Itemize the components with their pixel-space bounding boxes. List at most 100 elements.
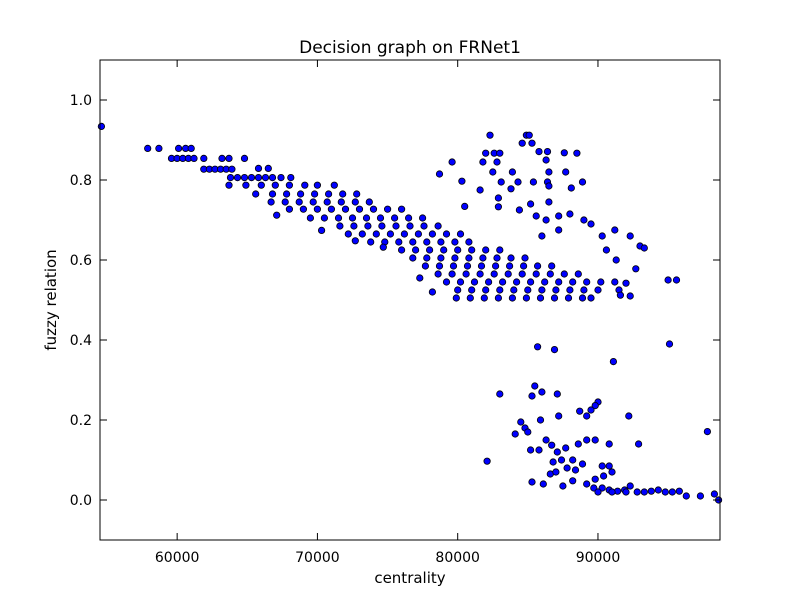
scatter-point [378, 222, 386, 230]
scatter-point [489, 168, 497, 176]
scatter-point [458, 177, 466, 185]
y-axis-ticks: 0.0 0.2 0.4 0.6 0.8 1.0 [70, 93, 720, 509]
scatter-point [538, 286, 546, 294]
scatter-point [531, 382, 539, 390]
scatter-point [317, 226, 326, 234]
scatter-point [392, 222, 400, 230]
scatter-point [425, 246, 434, 254]
scatter-point [562, 444, 570, 452]
scatter-point [404, 214, 413, 222]
scatter-point [476, 270, 484, 278]
scatter-point [640, 244, 648, 252]
scatter-point [350, 222, 358, 230]
scatter-point [454, 246, 462, 254]
scatter-point [545, 168, 553, 176]
scatter-point [591, 475, 599, 483]
scatter-point [341, 205, 350, 213]
scatter-point [528, 139, 536, 147]
scatter-point [144, 144, 152, 152]
scatter-point [175, 144, 183, 152]
scatter-point [609, 357, 618, 366]
scatter-point [543, 148, 552, 156]
scatter-point [710, 490, 719, 498]
scatter-point [483, 457, 491, 465]
scatter-point [339, 190, 347, 198]
scatter-point [675, 487, 683, 495]
scatter-point [507, 254, 515, 262]
scatter-point [324, 190, 333, 198]
scatter-point [505, 262, 514, 270]
scatter-point [497, 178, 505, 186]
scatter-point [423, 254, 431, 262]
scatter-point [555, 412, 563, 420]
scatter-point [309, 198, 317, 206]
scatter-point [580, 216, 588, 224]
scatter-point [524, 428, 532, 436]
scatter-point [466, 294, 474, 302]
scatter-point [605, 462, 613, 470]
scatter-point [542, 156, 550, 164]
scatter-point [323, 198, 331, 206]
scatter-point [435, 262, 444, 270]
scatter-point [482, 149, 490, 157]
scatter-point [434, 222, 442, 230]
scatter-point [550, 294, 559, 302]
scatter-point [468, 286, 476, 294]
scatter-point [611, 226, 619, 234]
scatter-point [541, 278, 549, 286]
x-tick-label: 90000 [576, 550, 621, 566]
scatter-point [703, 427, 712, 436]
scatter-point [546, 270, 554, 278]
scatter-point [247, 174, 256, 182]
scatter-point [226, 174, 235, 182]
scatter-point [573, 149, 581, 157]
scatter-point [498, 278, 507, 286]
scatter-point [351, 237, 359, 245]
scatter-point [409, 238, 417, 246]
scatter-point [187, 144, 195, 152]
scatter-point [555, 226, 563, 234]
scatter-point [557, 456, 566, 464]
scatter-point [654, 486, 662, 494]
scatter-point [327, 205, 335, 213]
scatter-point [463, 262, 472, 270]
scatter-point [484, 278, 493, 286]
scatter-point [449, 262, 458, 270]
scatter-point [682, 492, 690, 500]
scatter-point [528, 392, 536, 400]
scatter-point [494, 194, 502, 202]
scatter-point [240, 174, 249, 182]
scatter-point [562, 168, 570, 176]
scatter-point [521, 254, 529, 262]
scatter-point [647, 487, 655, 495]
scatter-point [264, 164, 272, 172]
scatter-point [281, 198, 289, 206]
scatter-point [351, 198, 359, 206]
scatter-point [397, 205, 406, 213]
scatter-point [369, 205, 378, 213]
scatter-point [526, 446, 535, 454]
scatter-point [504, 270, 512, 278]
x-axis-ticks: 60000 70000 80000 90000 [155, 60, 620, 566]
scatter-point [437, 254, 445, 262]
scatter-point [456, 230, 465, 238]
scatter-point [190, 154, 198, 162]
scatter-point [549, 458, 557, 466]
scatter-point [496, 246, 504, 254]
scatter-point [452, 294, 460, 302]
scatter-point [532, 212, 540, 220]
scatter-point [602, 246, 611, 254]
scatter-point [372, 230, 380, 238]
scatter-point [442, 230, 451, 238]
scatter-point [451, 254, 459, 262]
scatter-point [566, 286, 574, 294]
scatter-point [668, 488, 676, 496]
y-tick-label: 0.0 [70, 493, 92, 509]
scatter-point [548, 262, 556, 270]
scatter-point [507, 185, 515, 193]
scatter-point [508, 294, 517, 302]
scatter-point [477, 262, 486, 270]
scatter-point [420, 222, 428, 230]
scatter-point [434, 270, 442, 278]
